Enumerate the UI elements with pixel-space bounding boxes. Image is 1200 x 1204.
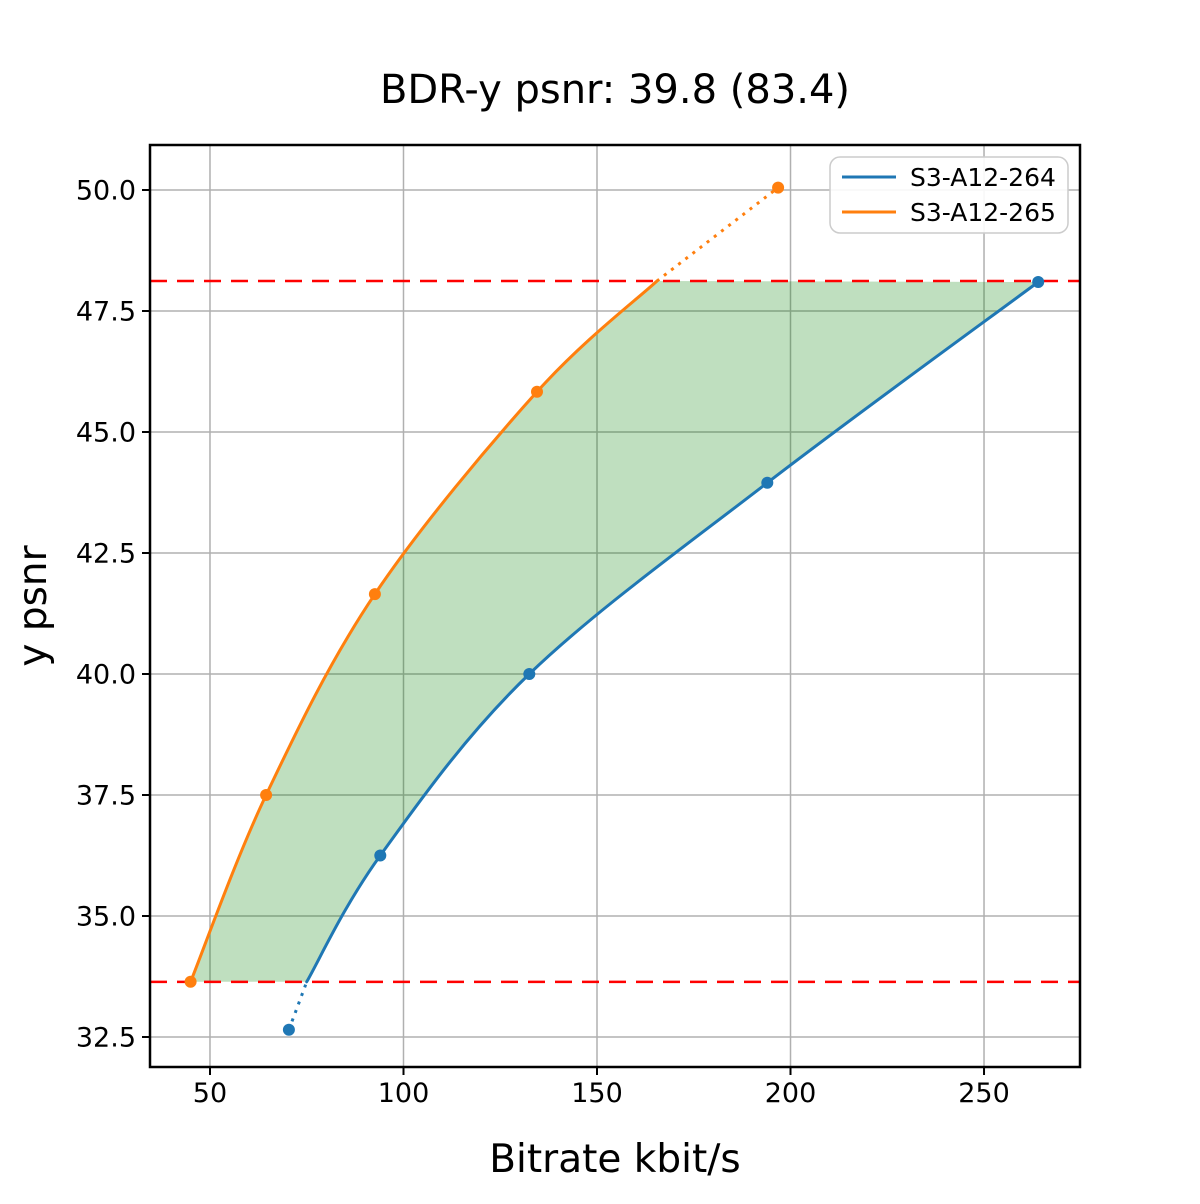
y-tick-label-40.0: 40.0 [76, 660, 136, 691]
legend-label-S3-A12-264: S3-A12-264 [910, 163, 1056, 192]
data-point-marker-S3-A12-265 [772, 181, 785, 194]
x-tick-label-50: 50 [193, 1078, 227, 1109]
data-point-marker-S3-A12-265 [531, 385, 543, 398]
data-point-marker-S3-A12-264 [523, 668, 536, 680]
legend-label-S3-A12-265: S3-A12-265 [910, 198, 1056, 227]
y-tick-label-32.5: 32.5 [76, 1023, 136, 1054]
y-tick-label-45.0: 45.0 [76, 418, 136, 449]
y-tick-label-50.0: 50.0 [76, 176, 136, 207]
chart-title: BDR-y psnr: 39.8 (83.4) [380, 67, 850, 113]
x-tick-label-200: 200 [765, 1078, 817, 1109]
data-point-marker-S3-A12-264 [282, 1023, 295, 1036]
curve-dotted-S3-A12-265 [656, 186, 780, 283]
x-tick-label-100: 100 [378, 1078, 430, 1109]
y-tick-label-35.0: 35.0 [76, 902, 136, 933]
data-point-marker-S3-A12-265 [260, 789, 273, 801]
y-tick-label-47.5: 47.5 [76, 297, 136, 328]
y-tick-label-37.5: 37.5 [76, 781, 136, 812]
data-point-marker-S3-A12-264 [374, 849, 387, 862]
x-tick-label-150: 150 [571, 1078, 623, 1109]
bd-shaded-region [190, 281, 1039, 982]
y-axis-label: y psnr [11, 544, 56, 666]
data-point-marker-S3-A12-265 [184, 975, 197, 988]
data-point-marker-S3-A12-264 [1032, 276, 1045, 288]
x-tick-label-250: 250 [958, 1078, 1010, 1109]
data-point-marker-S3-A12-264 [761, 476, 774, 489]
curve-solid-S3-A12-264 [305, 280, 1040, 984]
x-axis-label: Bitrate kbit/s [489, 1137, 740, 1182]
y-tick-label-42.5: 42.5 [76, 539, 136, 570]
data-point-marker-S3-A12-265 [368, 588, 381, 601]
axes-spines [148, 143, 1082, 1069]
